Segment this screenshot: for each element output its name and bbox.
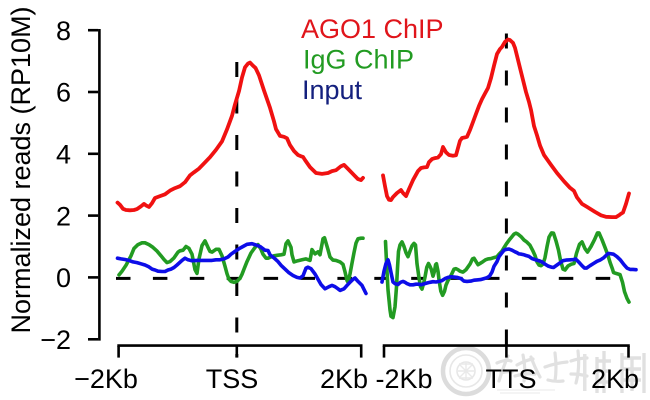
svg-text:AGO1 ChIP: AGO1 ChIP — [301, 14, 444, 44]
svg-text:2Kb: 2Kb — [591, 364, 639, 394]
svg-text:2Kb: 2Kb — [320, 364, 368, 394]
svg-text:-2Kb: -2Kb — [375, 364, 432, 394]
svg-text:−2: −2 — [40, 325, 71, 355]
svg-text:Normalized reads (RP10M): Normalized reads (RP10M) — [6, 6, 36, 333]
svg-text:2: 2 — [56, 201, 71, 231]
svg-text:IgG ChIP: IgG ChIP — [303, 45, 414, 75]
svg-text:Input: Input — [302, 75, 363, 105]
svg-text:0: 0 — [56, 263, 71, 293]
svg-text:8: 8 — [56, 16, 71, 46]
svg-text:4: 4 — [56, 140, 71, 170]
svg-text:TSS: TSS — [206, 364, 259, 394]
svg-text:TTS: TTS — [486, 364, 537, 394]
svg-text:−2Kb: −2Kb — [74, 364, 138, 394]
svg-text:6: 6 — [56, 78, 71, 108]
